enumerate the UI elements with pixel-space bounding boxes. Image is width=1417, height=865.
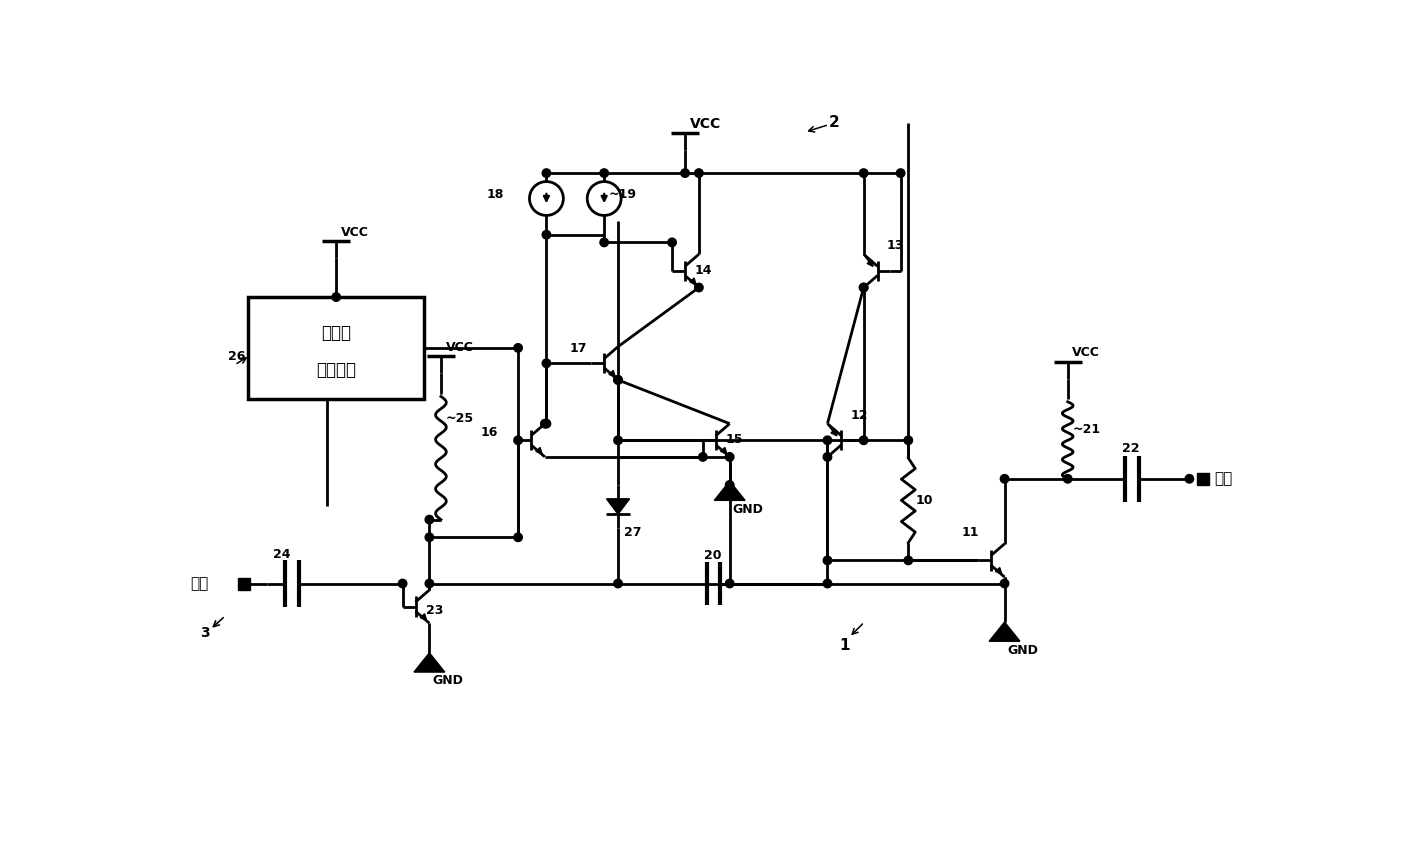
Polygon shape: [989, 622, 1020, 641]
Circle shape: [425, 516, 434, 524]
Text: 20: 20: [704, 549, 721, 562]
Polygon shape: [714, 481, 745, 500]
Circle shape: [860, 283, 867, 292]
Text: 偏置电路: 偏置电路: [316, 362, 356, 379]
Text: 14: 14: [694, 264, 713, 277]
Text: 10: 10: [915, 494, 934, 507]
Text: ~19: ~19: [609, 189, 636, 202]
Polygon shape: [606, 499, 629, 514]
Text: 26: 26: [228, 350, 245, 363]
Text: VCC: VCC: [341, 226, 368, 239]
Circle shape: [904, 556, 913, 565]
Text: 15: 15: [726, 433, 744, 446]
Circle shape: [823, 580, 832, 587]
Text: GND: GND: [432, 675, 463, 688]
Text: GND: GND: [733, 503, 764, 516]
Circle shape: [514, 343, 523, 352]
Text: 18: 18: [486, 189, 504, 202]
Circle shape: [425, 533, 434, 541]
Circle shape: [699, 452, 707, 461]
Circle shape: [398, 580, 407, 587]
Circle shape: [680, 169, 689, 177]
Text: VCC: VCC: [690, 117, 721, 131]
Circle shape: [726, 481, 734, 490]
Circle shape: [1185, 475, 1193, 483]
Circle shape: [823, 452, 832, 461]
Text: GND: GND: [1007, 644, 1039, 657]
Text: 17: 17: [570, 342, 587, 355]
Circle shape: [614, 375, 622, 384]
Circle shape: [1000, 580, 1009, 587]
Circle shape: [543, 169, 551, 177]
Text: 输出: 输出: [1214, 471, 1233, 486]
Circle shape: [694, 169, 703, 177]
Circle shape: [726, 580, 734, 587]
Circle shape: [332, 293, 340, 301]
Circle shape: [726, 452, 734, 461]
Circle shape: [1000, 475, 1009, 483]
Text: 22: 22: [1122, 442, 1139, 455]
Text: 2: 2: [829, 115, 840, 130]
Circle shape: [543, 359, 551, 368]
Polygon shape: [414, 653, 445, 672]
Text: 12: 12: [850, 409, 869, 422]
Circle shape: [694, 283, 703, 292]
FancyBboxPatch shape: [248, 297, 424, 399]
Circle shape: [541, 420, 550, 428]
Circle shape: [599, 238, 608, 247]
Circle shape: [823, 556, 832, 565]
Text: ~25: ~25: [445, 412, 473, 425]
Circle shape: [614, 580, 622, 587]
Text: VCC: VCC: [445, 341, 473, 354]
Circle shape: [614, 436, 622, 445]
Text: 27: 27: [623, 526, 642, 539]
Circle shape: [614, 375, 622, 384]
Circle shape: [860, 436, 867, 445]
Text: 驱动器: 驱动器: [322, 324, 351, 342]
Text: 11: 11: [962, 526, 979, 539]
Circle shape: [897, 169, 905, 177]
Circle shape: [860, 283, 867, 292]
Text: 1: 1: [839, 638, 850, 653]
Circle shape: [514, 533, 523, 541]
Circle shape: [543, 230, 551, 239]
Circle shape: [860, 169, 867, 177]
Circle shape: [543, 420, 551, 428]
Circle shape: [425, 580, 434, 587]
Circle shape: [904, 436, 913, 445]
Circle shape: [667, 238, 676, 247]
Circle shape: [514, 436, 523, 445]
Text: 输入: 输入: [190, 576, 208, 591]
Text: 24: 24: [273, 548, 290, 561]
Text: 3: 3: [200, 626, 210, 640]
Text: 16: 16: [480, 426, 499, 439]
Text: 13: 13: [887, 240, 904, 253]
Circle shape: [599, 169, 608, 177]
Text: VCC: VCC: [1073, 347, 1100, 360]
Text: 23: 23: [425, 604, 444, 617]
Text: ~21: ~21: [1073, 423, 1101, 436]
Circle shape: [1064, 475, 1071, 483]
Circle shape: [823, 436, 832, 445]
